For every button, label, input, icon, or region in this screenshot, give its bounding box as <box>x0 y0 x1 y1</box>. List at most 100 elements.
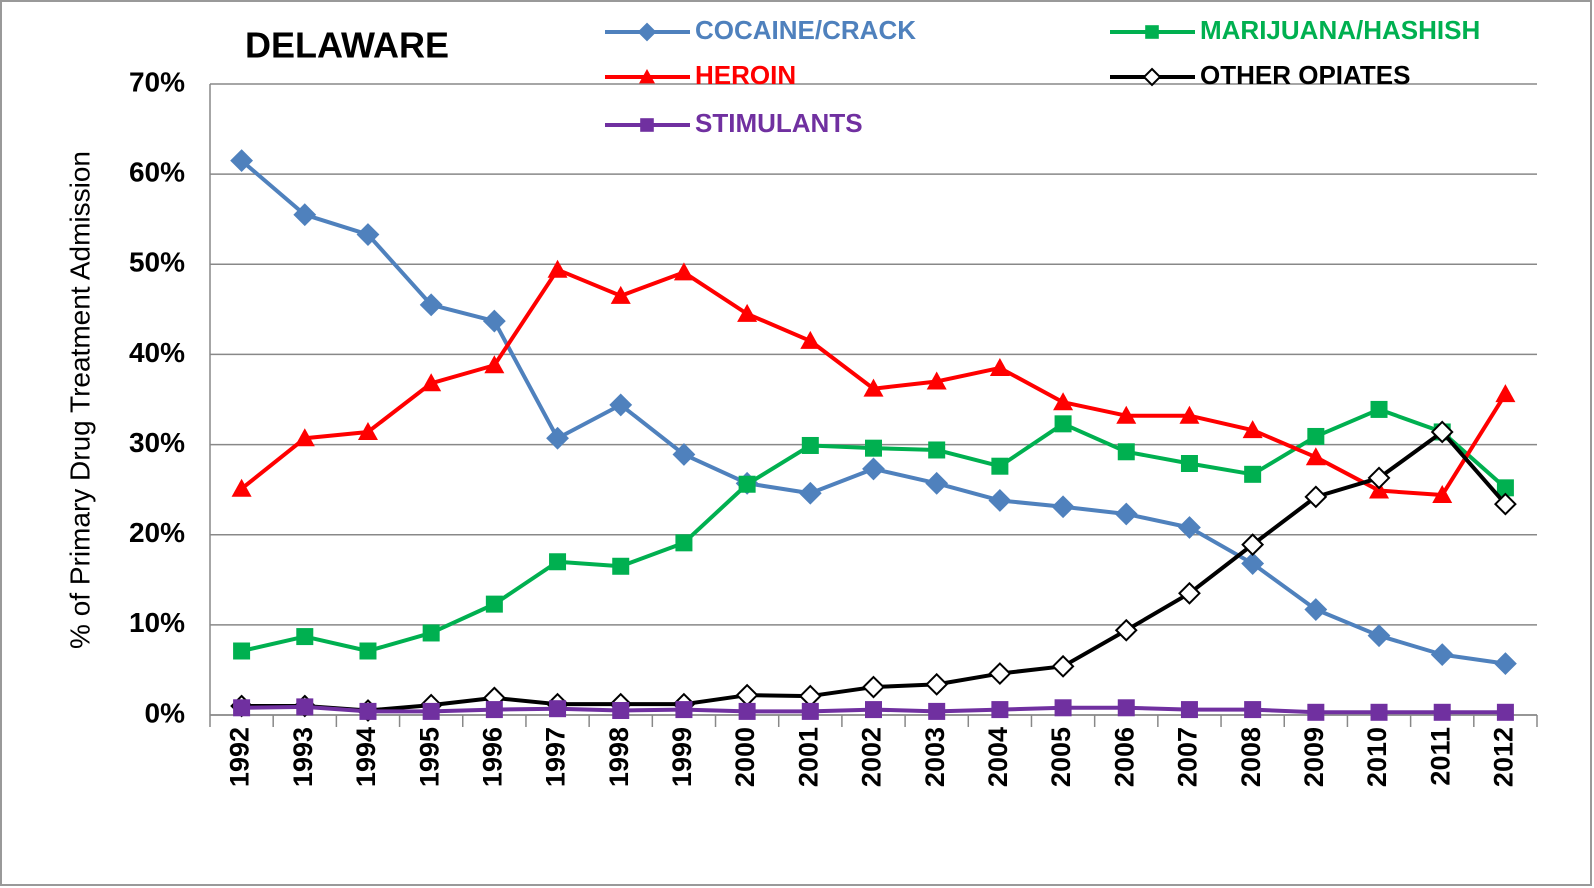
point <box>672 443 696 466</box>
point <box>419 293 443 317</box>
x-tick-label: 2010 <box>1362 727 1392 787</box>
point <box>612 701 630 719</box>
point <box>1432 485 1453 504</box>
y-tick-label: 50% <box>129 247 185 278</box>
point <box>485 595 503 613</box>
point <box>1369 480 1390 499</box>
point <box>991 701 1009 719</box>
point <box>928 441 946 459</box>
point <box>863 378 884 397</box>
point <box>675 534 693 552</box>
x-tick-label: 1994 <box>351 727 381 787</box>
point <box>1053 392 1074 411</box>
point <box>547 259 568 278</box>
point <box>1178 516 1201 539</box>
chart-title: DELAWARE <box>245 25 449 66</box>
point <box>1493 652 1517 676</box>
point <box>991 457 1009 475</box>
point <box>1495 384 1516 403</box>
point <box>673 262 694 281</box>
legend-marker <box>1145 25 1159 39</box>
point <box>1367 466 1391 490</box>
point <box>1496 479 1514 497</box>
point <box>801 436 819 454</box>
legend-label: OTHER OPIATES <box>1200 60 1410 90</box>
point <box>988 489 1012 512</box>
point <box>1242 420 1263 439</box>
legend-marker <box>640 118 654 132</box>
x-tick-label: 2003 <box>920 727 950 787</box>
point <box>1241 533 1265 557</box>
point <box>1114 618 1138 642</box>
legend-marker <box>1142 67 1162 87</box>
point <box>356 223 380 246</box>
point <box>1244 465 1262 483</box>
x-tick-label: 1999 <box>667 727 697 787</box>
y-tick-label: 0% <box>145 697 186 728</box>
point <box>1493 492 1517 516</box>
point <box>233 642 251 660</box>
point <box>612 557 630 575</box>
point <box>801 702 819 720</box>
y-tick-label: 30% <box>129 427 185 458</box>
point <box>925 471 949 495</box>
point <box>230 149 254 173</box>
point <box>422 624 440 642</box>
point <box>1179 405 1200 424</box>
point <box>1367 624 1391 648</box>
point <box>989 357 1010 376</box>
point <box>546 426 569 450</box>
point <box>925 672 949 696</box>
point <box>862 457 885 481</box>
y-tick-label: 10% <box>129 607 185 638</box>
x-tick-label: 1997 <box>541 727 571 787</box>
point <box>737 303 758 322</box>
x-tick-label: 2001 <box>793 727 823 787</box>
x-tick-label: 2012 <box>1489 727 1519 787</box>
point <box>928 702 946 720</box>
point <box>1430 643 1454 667</box>
point <box>1054 415 1072 433</box>
point <box>1370 703 1388 721</box>
legend-label: STIMULANTS <box>695 108 863 138</box>
point <box>1051 495 1075 519</box>
point <box>294 428 315 447</box>
y-tick-label: 20% <box>129 517 185 548</box>
point <box>1370 400 1388 418</box>
point <box>359 702 377 720</box>
point <box>1178 581 1201 605</box>
point <box>422 702 440 720</box>
point <box>1430 420 1454 444</box>
x-tick-label: 1998 <box>604 727 634 787</box>
point <box>1180 701 1198 719</box>
point <box>482 309 506 333</box>
point <box>1051 654 1075 678</box>
point <box>484 355 505 374</box>
point <box>675 701 693 719</box>
x-tick-label: 2000 <box>730 727 760 787</box>
y-tick-label: 40% <box>129 337 185 368</box>
point <box>1307 427 1325 445</box>
legend-label: COCAINE/CRACK <box>695 15 916 45</box>
point <box>1116 405 1137 424</box>
x-tick-label: 2007 <box>1173 727 1203 787</box>
point <box>231 478 252 497</box>
point <box>485 701 503 719</box>
point <box>1305 447 1326 466</box>
x-tick-label: 1993 <box>288 727 318 787</box>
point <box>1114 502 1138 526</box>
legend-label: HEROIN <box>695 60 796 90</box>
point <box>800 330 821 349</box>
point <box>233 699 251 717</box>
point <box>865 701 882 719</box>
point <box>1241 552 1265 575</box>
legend-label: MARIJUANA/HASHISH <box>1200 15 1480 45</box>
point <box>1117 443 1135 461</box>
x-tick-label: 2005 <box>1046 727 1076 787</box>
point <box>359 642 377 660</box>
point <box>296 698 314 716</box>
x-tick-label: 1992 <box>225 727 255 787</box>
point <box>549 553 567 571</box>
point <box>1496 703 1514 721</box>
